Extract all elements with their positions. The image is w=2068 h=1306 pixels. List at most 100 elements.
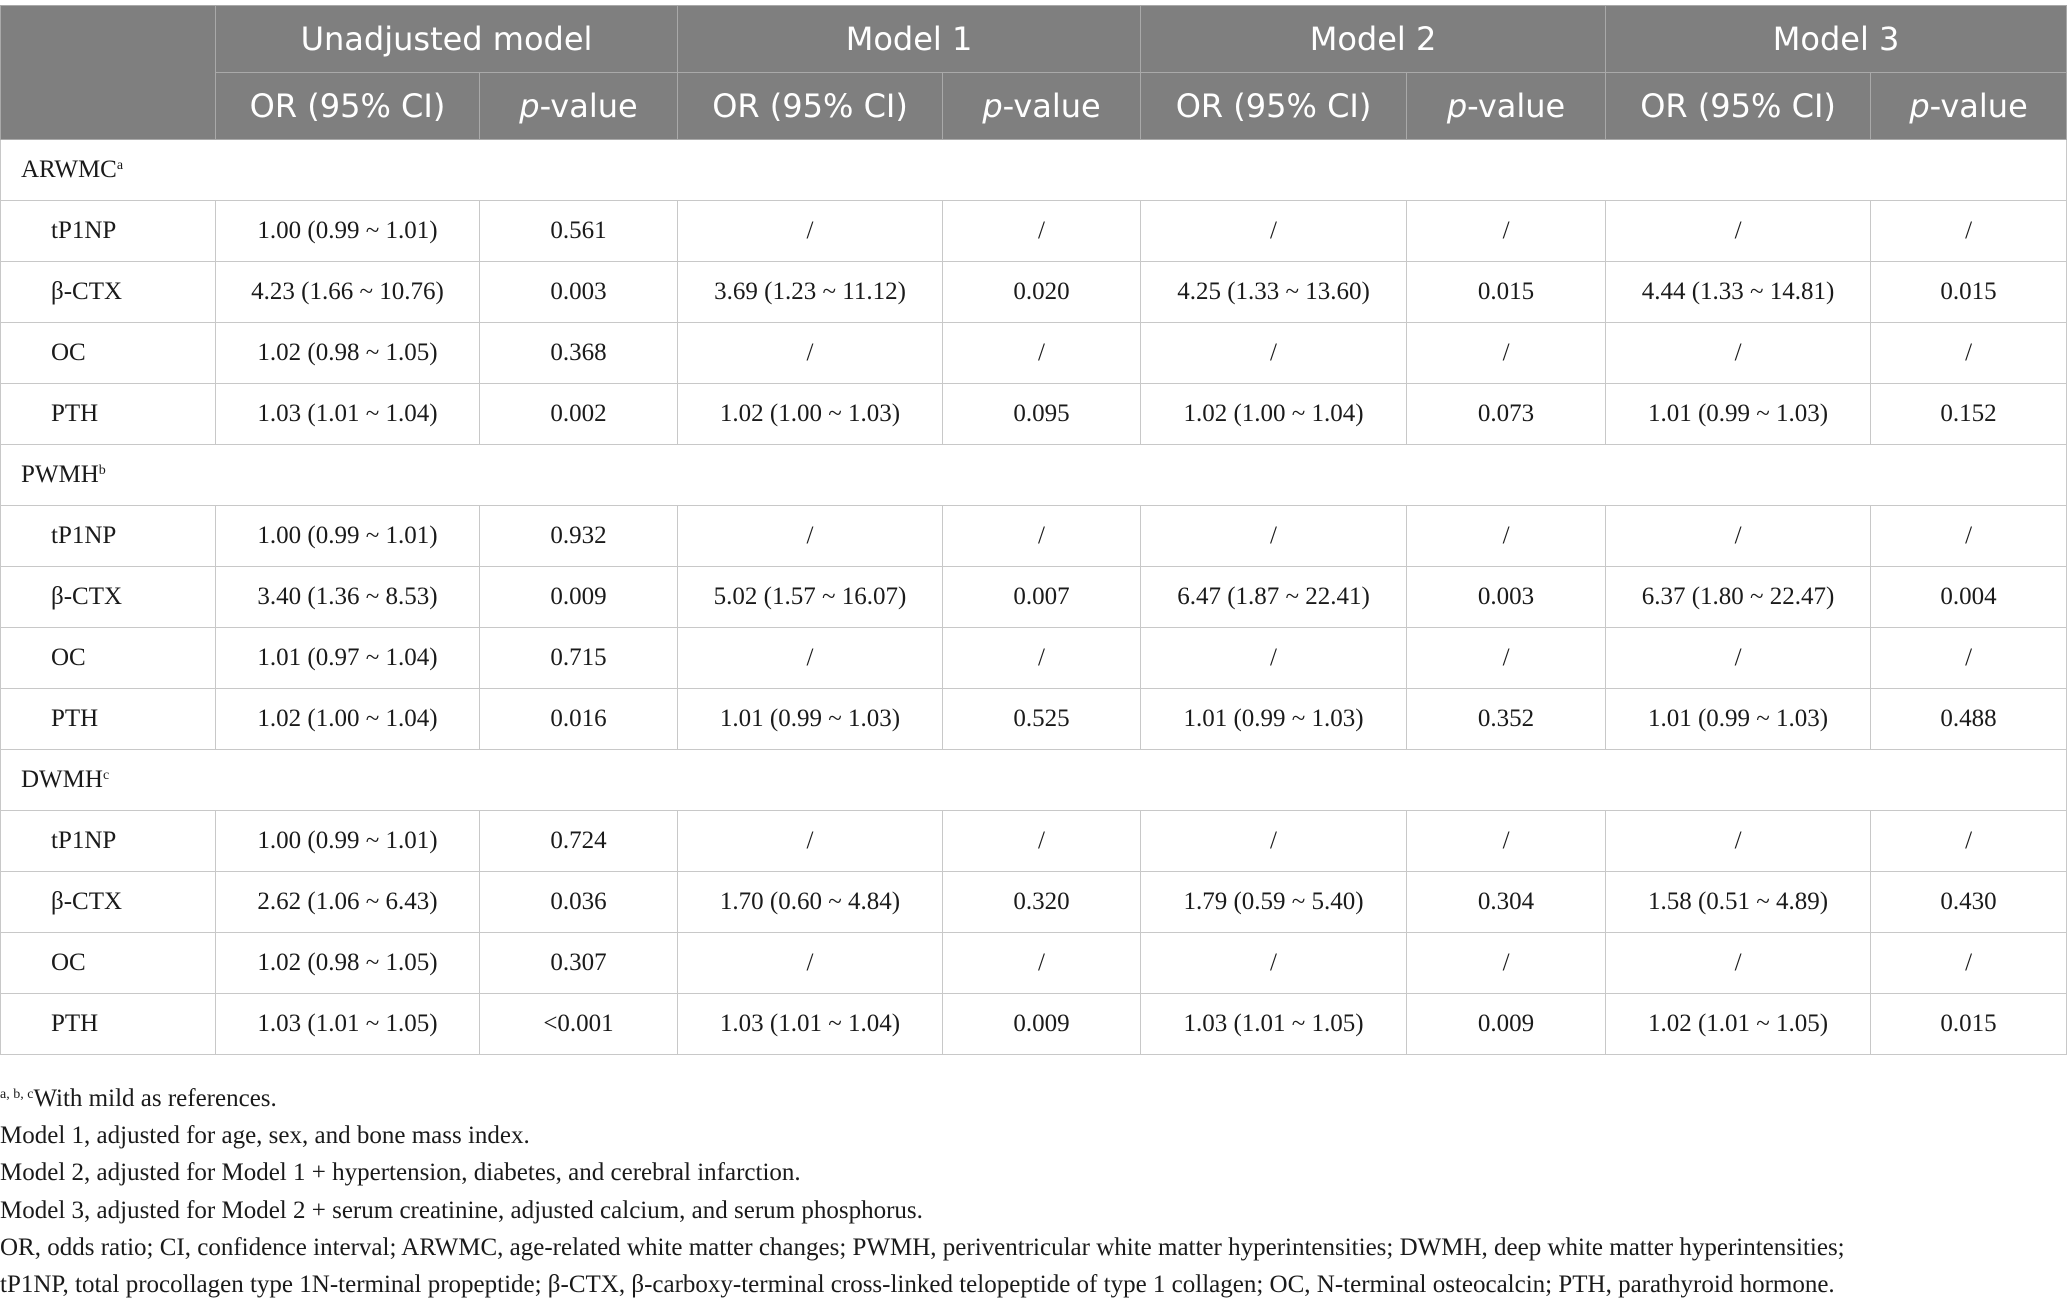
table-row: PTH 1.03 (1.01 ~ 1.04) 0.002 1.02 (1.00 ~ 1… bbox=[0, 383, 2068, 445]
or-ci-cell: 4.23 (1.66 ~ 10.76) bbox=[215, 261, 480, 323]
header-row-models: Unadjusted model Model 1 Model 2 Model 3 bbox=[0, 5, 2068, 140]
group-name: ARWMC bbox=[21, 156, 117, 183]
or-ci-cell: / bbox=[1140, 322, 1408, 384]
table-row: tP1NP 1.00 (0.99 ~ 1.01) 0.724// / / / / bbox=[0, 810, 2068, 872]
p-value-cell: 0.095 bbox=[942, 383, 1142, 445]
or-ci-cell: / bbox=[677, 200, 944, 262]
p-value-cell: 0.932 bbox=[478, 505, 679, 567]
p-value-cell: 0.020 bbox=[942, 261, 1142, 323]
p-italic: p bbox=[519, 87, 540, 125]
table-row: OC 1.01 (0.97 ~ 1.04) 0.715// / / / / bbox=[0, 627, 2068, 689]
group-label: ARWMCa bbox=[0, 139, 2068, 201]
or-ci-cell: 1.02 (0.98 ~ 1.05) bbox=[215, 322, 480, 384]
marker-label: PTH bbox=[0, 993, 216, 1055]
or-ci-cell: 1.01 (0.99 ~ 1.03) bbox=[1605, 688, 1872, 750]
p-value-cell: 0.073 bbox=[1406, 383, 1607, 445]
p-value-cell: / bbox=[1870, 505, 2068, 567]
p-value-cell: / bbox=[1870, 627, 2068, 689]
p-italic: p bbox=[982, 87, 1003, 125]
group-label: PWMHb bbox=[0, 444, 2068, 506]
group-row: DWMHc bbox=[0, 749, 2068, 811]
group-sup: c bbox=[102, 768, 110, 783]
header-model: Model 2 bbox=[1140, 5, 1607, 73]
p-value-cell: / bbox=[942, 932, 1142, 994]
p-value-cell: 0.009 bbox=[942, 993, 1142, 1055]
or-ci-cell: 3.69 (1.23 ~ 11.12) bbox=[677, 261, 944, 323]
marker-label: OC bbox=[0, 932, 216, 994]
or-ci-cell: 1.03 (1.01 ~ 1.04) bbox=[677, 993, 944, 1055]
p-value-cell: 0.007 bbox=[942, 566, 1142, 628]
or-ci-cell: / bbox=[677, 932, 944, 994]
p-value-cell: 0.304 bbox=[1406, 871, 1607, 933]
header-or-ci: OR (95% CI) bbox=[1140, 72, 1408, 140]
p-value-cell: 0.015 bbox=[1870, 261, 2068, 323]
or-ci-cell: 1.79 (0.59 ~ 5.40) bbox=[1140, 871, 1408, 933]
or-ci-cell: 6.37 (1.80 ~ 22.47) bbox=[1605, 566, 1872, 628]
or-ci-cell: 1.00 (0.99 ~ 1.01) bbox=[215, 200, 480, 262]
p-value-cell: / bbox=[1870, 932, 2068, 994]
footnotes: a, b, cWith mild as references. Model 1,… bbox=[0, 1076, 1845, 1303]
header-or-ci: OR (95% CI) bbox=[215, 72, 480, 140]
marker-label: tP1NP bbox=[0, 200, 216, 262]
or-ci-cell: 1.02 (1.01 ~ 1.05) bbox=[1605, 993, 1872, 1055]
p-value-cell: / bbox=[1406, 505, 1607, 567]
table-row: β-CTX 2.62 (1.06 ~ 6.43) 0.036 1.70 (0.60 ~… bbox=[0, 871, 2068, 933]
or-ci-cell: 1.00 (0.99 ~ 1.01) bbox=[215, 505, 480, 567]
p-value-cell: / bbox=[942, 810, 1142, 872]
p-value-cell: 0.152 bbox=[1870, 383, 2068, 445]
or-ci-cell: / bbox=[1140, 627, 1408, 689]
or-ci-cell: 1.01 (0.99 ~ 1.03) bbox=[1140, 688, 1408, 750]
table-row: OC 1.02 (0.98 ~ 1.05) 0.368// / / / / bbox=[0, 322, 2068, 384]
or-ci-cell: / bbox=[1140, 932, 1408, 994]
group-sup: a bbox=[116, 158, 124, 173]
marker-label: β-CTX bbox=[0, 871, 216, 933]
footnote-sup: a, b, c bbox=[0, 1087, 34, 1102]
marker-label: PTH bbox=[0, 688, 216, 750]
or-ci-cell: / bbox=[1605, 322, 1872, 384]
footnote-line: OR, odds ratio; CI, confidence interval;… bbox=[0, 1233, 1845, 1261]
p-value-cell: 0.488 bbox=[1870, 688, 2068, 750]
or-ci-cell: 5.02 (1.57 ~ 16.07) bbox=[677, 566, 944, 628]
marker-label: PTH bbox=[0, 383, 216, 445]
or-ci-cell: 1.01 (0.97 ~ 1.04) bbox=[215, 627, 480, 689]
or-ci-cell: / bbox=[677, 322, 944, 384]
marker-label: tP1NP bbox=[0, 505, 216, 567]
table-row: PTH 1.02 (1.00 ~ 1.04) 0.016 1.01 (0.99 ~ 1… bbox=[0, 688, 2068, 750]
p-value-cell: / bbox=[942, 505, 1142, 567]
p-suffix: -value bbox=[1929, 87, 2028, 125]
group-label: DWMHc bbox=[0, 749, 2068, 811]
or-ci-cell: 1.03 (1.01 ~ 1.05) bbox=[1140, 993, 1408, 1055]
header-corner bbox=[0, 5, 216, 140]
p-suffix: -value bbox=[539, 87, 638, 125]
or-ci-cell: / bbox=[1605, 627, 1872, 689]
p-italic: p bbox=[1909, 87, 1930, 125]
or-ci-cell: 3.40 (1.36 ~ 8.53) bbox=[215, 566, 480, 628]
group-row: PWMHb bbox=[0, 444, 2068, 506]
p-value-cell: 0.003 bbox=[478, 261, 679, 323]
footnote-line: Model 3, adjusted for Model 2 + serum cr… bbox=[0, 1196, 923, 1224]
header-model: Unadjusted model bbox=[214, 5, 679, 73]
p-value-cell: <0.001 bbox=[478, 993, 679, 1055]
header-p-value: p-value bbox=[1406, 72, 1607, 140]
header-or-ci: OR (95% CI) bbox=[677, 72, 944, 140]
or-ci-cell: / bbox=[1140, 200, 1408, 262]
p-value-cell: 0.320 bbox=[942, 871, 1142, 933]
group-row: ARWMCa bbox=[0, 139, 2068, 201]
footnote-line: Model 2, adjusted for Model 1 + hyperten… bbox=[0, 1159, 801, 1187]
header-model: Model 1 bbox=[677, 5, 1142, 73]
marker-label: tP1NP bbox=[0, 810, 216, 872]
table-row: OC 1.02 (0.98 ~ 1.05) 0.307// / / / / bbox=[0, 932, 2068, 994]
p-value-cell: 0.004 bbox=[1870, 566, 2068, 628]
or-ci-cell: 2.62 (1.06 ~ 6.43) bbox=[215, 871, 480, 933]
p-suffix: -value bbox=[1002, 87, 1101, 125]
or-ci-cell: 1.58 (0.51 ~ 4.89) bbox=[1605, 871, 1872, 933]
p-value-cell: 0.016 bbox=[478, 688, 679, 750]
or-ci-cell: / bbox=[1605, 932, 1872, 994]
p-value-cell: 0.561 bbox=[478, 200, 679, 262]
header-row-stats: OR (95% CI) p-value OR (95% CI) p-value OR (… bbox=[1, 72, 2068, 140]
p-value-cell: / bbox=[1406, 627, 1607, 689]
p-value-cell: 0.525 bbox=[942, 688, 1142, 750]
header-model: Model 3 bbox=[1605, 5, 2068, 73]
footnote-reference: a, b, cWith mild as references. bbox=[0, 1076, 1845, 1117]
p-value-cell: / bbox=[1870, 322, 2068, 384]
